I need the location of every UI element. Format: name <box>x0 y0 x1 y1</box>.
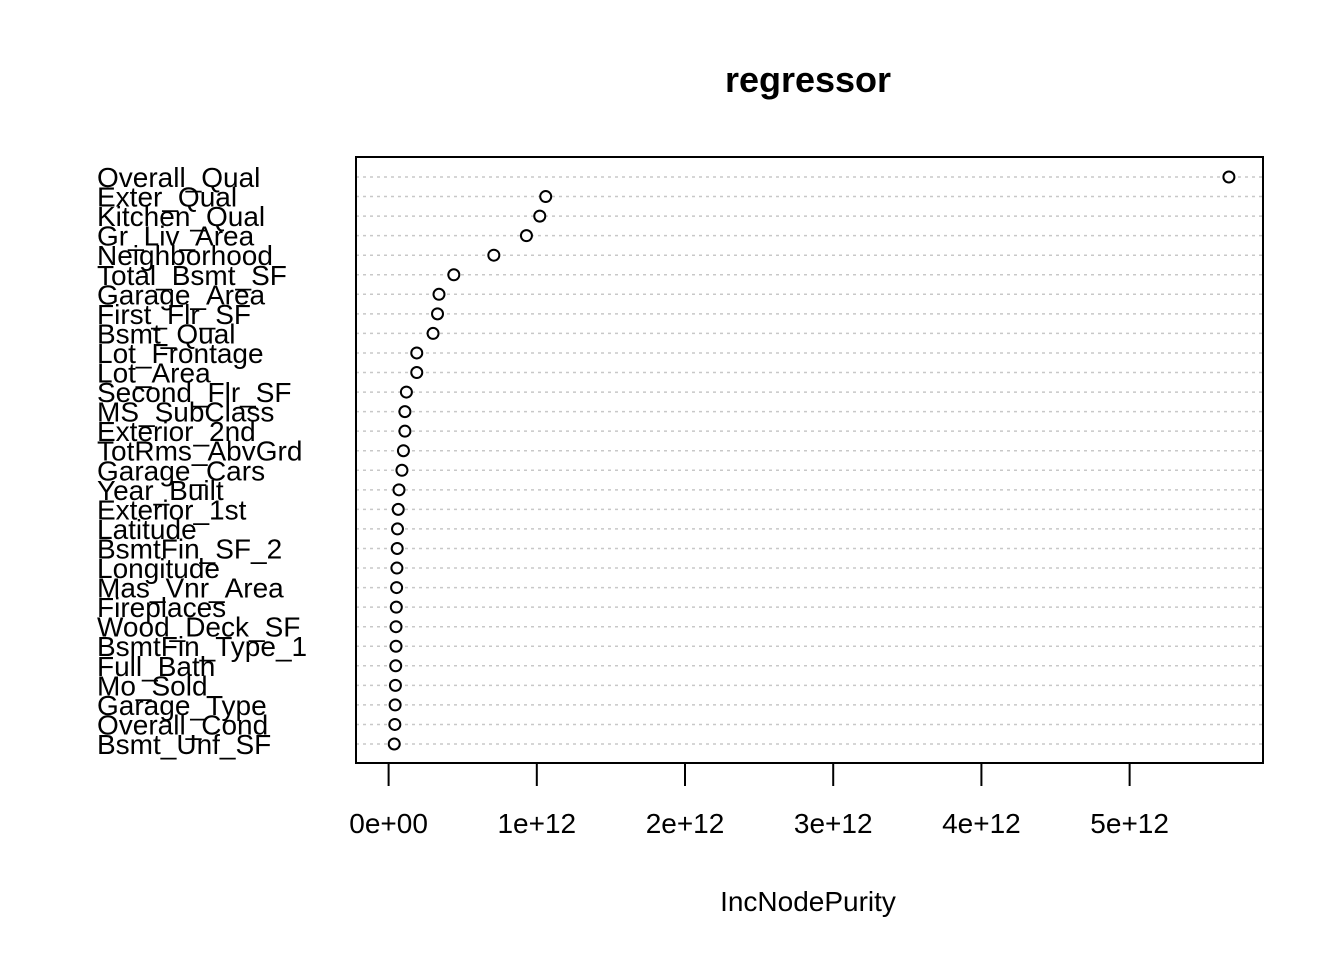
category-label: Garage_Cars <box>97 455 265 486</box>
category-label: TotRms_AbvGrd <box>97 436 302 467</box>
category-label: Bsmt_Qual <box>97 318 236 349</box>
category-label: BsmtFin_Type_1 <box>97 631 307 662</box>
data-point <box>487 248 501 262</box>
category-label: Bsmt_Unf_SF <box>97 729 271 760</box>
data-point <box>392 483 406 497</box>
x-axis-label: IncNodePurity <box>720 886 896 917</box>
category-label: Year_Built <box>97 475 224 506</box>
data-point <box>447 268 461 282</box>
guide-lines <box>356 176 1263 745</box>
data-points <box>387 170 1236 751</box>
x-tick-label: 4e+12 <box>942 808 1021 839</box>
category-label: Mo_Sold <box>97 670 208 701</box>
x-axis: 0e+00 1e+12 2e+12 3e+12 4e+12 5e+12 <box>349 762 1169 839</box>
data-point <box>389 659 403 673</box>
data-point <box>391 502 405 516</box>
category-label: Overall_Qual <box>97 162 260 193</box>
data-point <box>388 698 402 712</box>
category-label: Exterior_1st <box>97 494 247 525</box>
data-point <box>390 561 404 575</box>
data-point <box>388 678 402 692</box>
x-tick-label: 5e+12 <box>1090 808 1169 839</box>
category-label: Exterior_2nd <box>97 416 256 447</box>
data-point <box>390 541 404 555</box>
category-label: Wood_Deck_SF <box>97 612 300 643</box>
category-label: Latitude <box>97 514 197 545</box>
data-point <box>1222 170 1236 184</box>
data-point <box>389 600 403 614</box>
data-point <box>396 444 410 458</box>
x-tick-label: 1e+12 <box>497 808 576 839</box>
category-label: Total_Bsmt_SF <box>97 260 287 291</box>
x-tick-label: 3e+12 <box>794 808 873 839</box>
chart-title: regressor <box>725 59 891 100</box>
data-point <box>398 424 412 438</box>
data-point <box>390 581 404 595</box>
category-label: Garage_Type <box>97 690 267 721</box>
data-point <box>426 326 440 340</box>
x-tick-label: 2e+12 <box>646 808 725 839</box>
category-label: Kitchen_Qual <box>97 201 265 232</box>
category-label: Neighborhood <box>97 240 273 271</box>
category-label: Mas_Vnr_Area <box>97 573 284 604</box>
data-point <box>388 717 402 731</box>
data-point <box>399 385 413 399</box>
data-point <box>539 190 553 204</box>
data-point <box>395 463 409 477</box>
category-label: Overall_Cond <box>97 709 268 740</box>
category-label: Lot_Frontage <box>97 338 264 369</box>
data-point <box>410 366 424 380</box>
category-label: Lot_Area <box>97 358 211 389</box>
category-label: Garage_Area <box>97 279 266 310</box>
data-point <box>519 229 533 243</box>
category-label: Fireplaces <box>97 592 226 623</box>
x-tick-label: 0e+00 <box>349 808 428 839</box>
category-label: MS_SubClass <box>97 397 274 428</box>
category-label: Gr_Liv_Area <box>97 221 255 252</box>
data-point <box>398 405 412 419</box>
category-label: Exter_Qual <box>97 182 237 213</box>
data-point <box>410 346 424 360</box>
data-point <box>432 287 446 301</box>
category-label: Second_Flr_SF <box>97 377 292 408</box>
category-label: BsmtFin_SF_2 <box>97 533 282 564</box>
category-label: Longitude <box>97 553 220 584</box>
category-label: First_Flr_SF <box>97 299 251 330</box>
data-point <box>533 209 547 223</box>
data-point <box>431 307 445 321</box>
category-label: Full_Bath <box>97 651 215 682</box>
data-point <box>389 639 403 653</box>
category-labels: Overall_QualExter_QualKitchen_QualGr_Liv… <box>97 162 307 760</box>
data-point <box>389 620 403 634</box>
data-point <box>390 522 404 536</box>
plot-area <box>355 156 1264 764</box>
data-point <box>387 737 401 751</box>
